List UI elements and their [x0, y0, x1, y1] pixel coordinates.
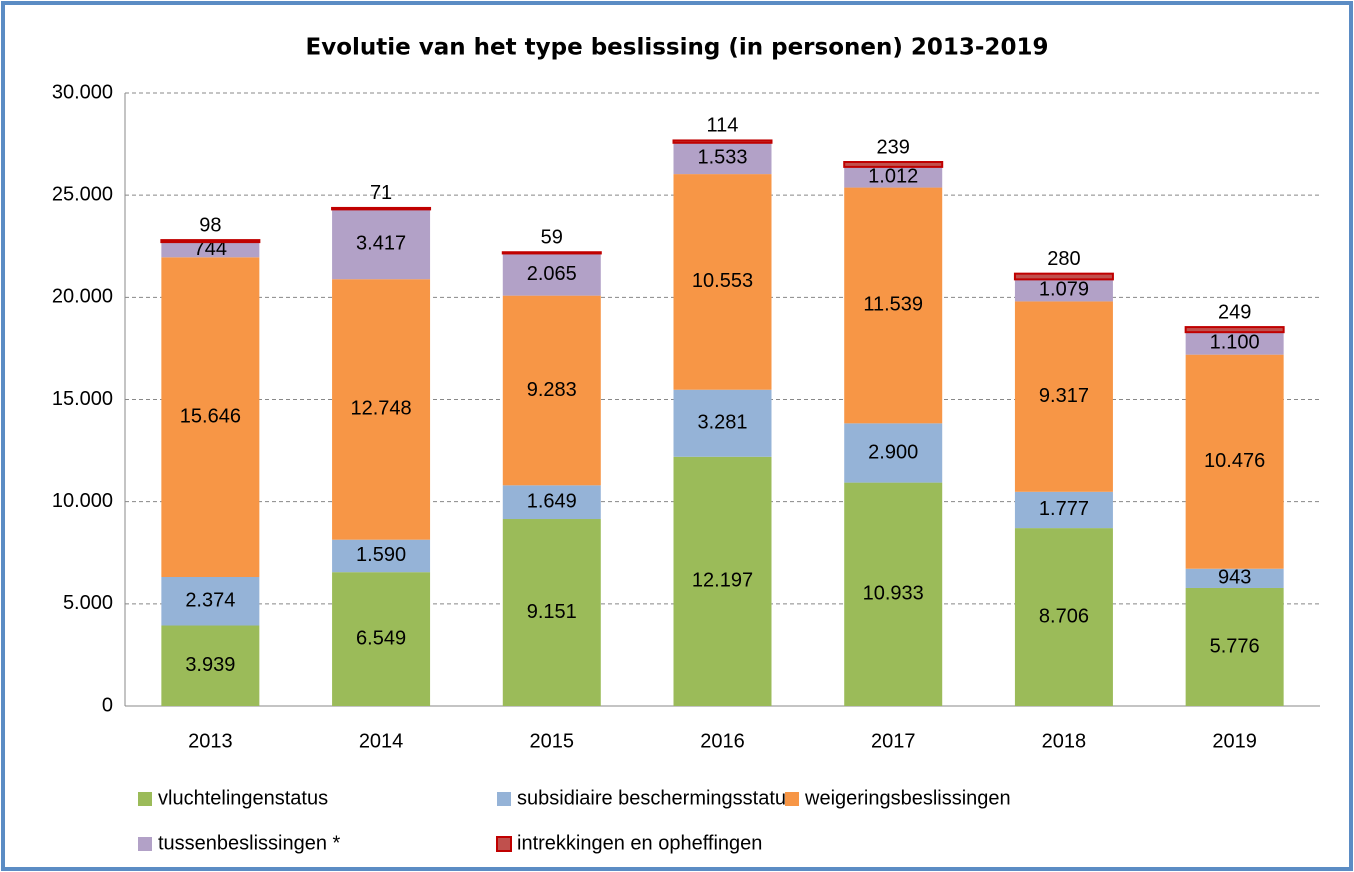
bar-segment [161, 625, 260, 706]
bar-segment [502, 519, 601, 706]
bar-segment [1014, 279, 1113, 302]
legend-swatch [497, 792, 511, 806]
data-label: 1.590 [356, 544, 406, 566]
bar-segment [1185, 587, 1284, 706]
y-tick-label: 20.000 [52, 286, 113, 308]
y-tick-label: 30.000 [52, 81, 113, 103]
data-label: 1.100 [1210, 332, 1260, 354]
y-tick-label: 5.000 [63, 592, 113, 614]
data-label: 71 [370, 182, 392, 204]
data-label: 2.900 [868, 441, 918, 463]
data-label: 1.777 [1039, 498, 1089, 520]
bar-segment [673, 174, 772, 390]
data-label: 9.317 [1039, 385, 1089, 407]
y-tick-label: 0 [102, 694, 113, 716]
bar-segment [501, 251, 602, 255]
bar-segment [1185, 332, 1284, 355]
data-label: 943 [1218, 567, 1251, 589]
data-label: 249 [1218, 301, 1251, 323]
bar-segment [160, 239, 261, 244]
legend-label: tussenbeslissingen * [158, 832, 341, 854]
data-label: 10.553 [692, 270, 753, 292]
bar-segment [331, 206, 432, 211]
data-label: 10.476 [1204, 450, 1265, 472]
bar-segment [502, 485, 601, 520]
legend-label: vluchtelingenstatus [158, 787, 328, 809]
bar-segment [161, 577, 260, 626]
legend-swatch [496, 836, 512, 852]
data-label: 239 [877, 136, 910, 158]
data-label: 1.079 [1039, 279, 1089, 301]
data-label: 12.197 [692, 570, 753, 592]
bar-segment [844, 482, 943, 706]
bar-segment [1014, 528, 1113, 706]
x-tick-label: 2018 [1042, 730, 1087, 752]
x-tick-label: 2017 [871, 730, 916, 752]
bar-segment [502, 253, 601, 296]
data-label: 1.012 [868, 166, 918, 188]
legend-swatch [138, 792, 152, 806]
chart-title: Evolutie van het type beslissing (in per… [306, 35, 1049, 61]
bar-segment [844, 166, 943, 188]
data-label: 10.933 [863, 583, 924, 605]
bar-segment [843, 161, 944, 168]
x-tick-label: 2019 [1212, 730, 1257, 752]
data-label: 744 [194, 238, 227, 260]
bar-segment [332, 539, 431, 573]
bar-segment [1185, 354, 1284, 569]
bar-segment [332, 209, 431, 280]
bar-segment [1014, 491, 1113, 529]
data-label: 6.549 [356, 627, 406, 649]
data-label: 98 [199, 214, 221, 236]
data-label: 11.539 [863, 294, 923, 316]
data-label: 8.706 [1039, 605, 1089, 627]
bar-segment [1013, 272, 1114, 281]
bar-segment [332, 279, 431, 540]
legend-label: intrekkingen en opheffingen [517, 832, 762, 854]
bar-segment [673, 142, 772, 175]
bar-segment [672, 139, 773, 144]
legend-swatch [785, 792, 799, 806]
data-label: 114 [707, 115, 739, 137]
bar-segment [1184, 326, 1285, 334]
data-label: 12.748 [350, 398, 411, 420]
bar-segment [844, 423, 943, 483]
y-tick-label: 10.000 [52, 490, 113, 512]
data-label: 5.776 [1210, 635, 1260, 657]
bar-segment [332, 572, 431, 706]
data-label: 2.374 [185, 590, 235, 612]
data-label: 3.939 [185, 654, 235, 676]
y-tick-label: 15.000 [52, 388, 113, 410]
data-label: 280 [1047, 248, 1080, 270]
data-label: 9.283 [527, 379, 577, 401]
x-tick-label: 2015 [530, 730, 575, 752]
data-label: 3.417 [356, 233, 406, 255]
bar-segment [1014, 301, 1113, 492]
bar-segment [673, 389, 772, 457]
x-tick-label: 2016 [700, 730, 745, 752]
legend-label: weigeringsbeslissingen [804, 787, 1011, 809]
x-tick-label: 2014 [359, 730, 404, 752]
bar-segment [502, 295, 601, 486]
data-label: 59 [541, 227, 563, 249]
data-label: 2.065 [527, 263, 577, 285]
data-label: 15.646 [180, 405, 241, 427]
legend-label: subsidiaire beschermingsstatus [517, 787, 796, 809]
y-tick-label: 25.000 [52, 183, 113, 205]
bar-segment [161, 257, 260, 578]
bar-segment [1185, 568, 1284, 588]
bar-segment [161, 242, 260, 258]
legend-swatch [138, 837, 152, 851]
bar-segment [844, 187, 943, 424]
bar-segment [673, 456, 772, 706]
data-label: 9.151 [527, 601, 577, 623]
data-label: 1.533 [697, 147, 747, 169]
data-label: 1.649 [527, 490, 577, 512]
x-tick-label: 2013 [188, 730, 233, 752]
data-label: 3.281 [697, 412, 747, 434]
